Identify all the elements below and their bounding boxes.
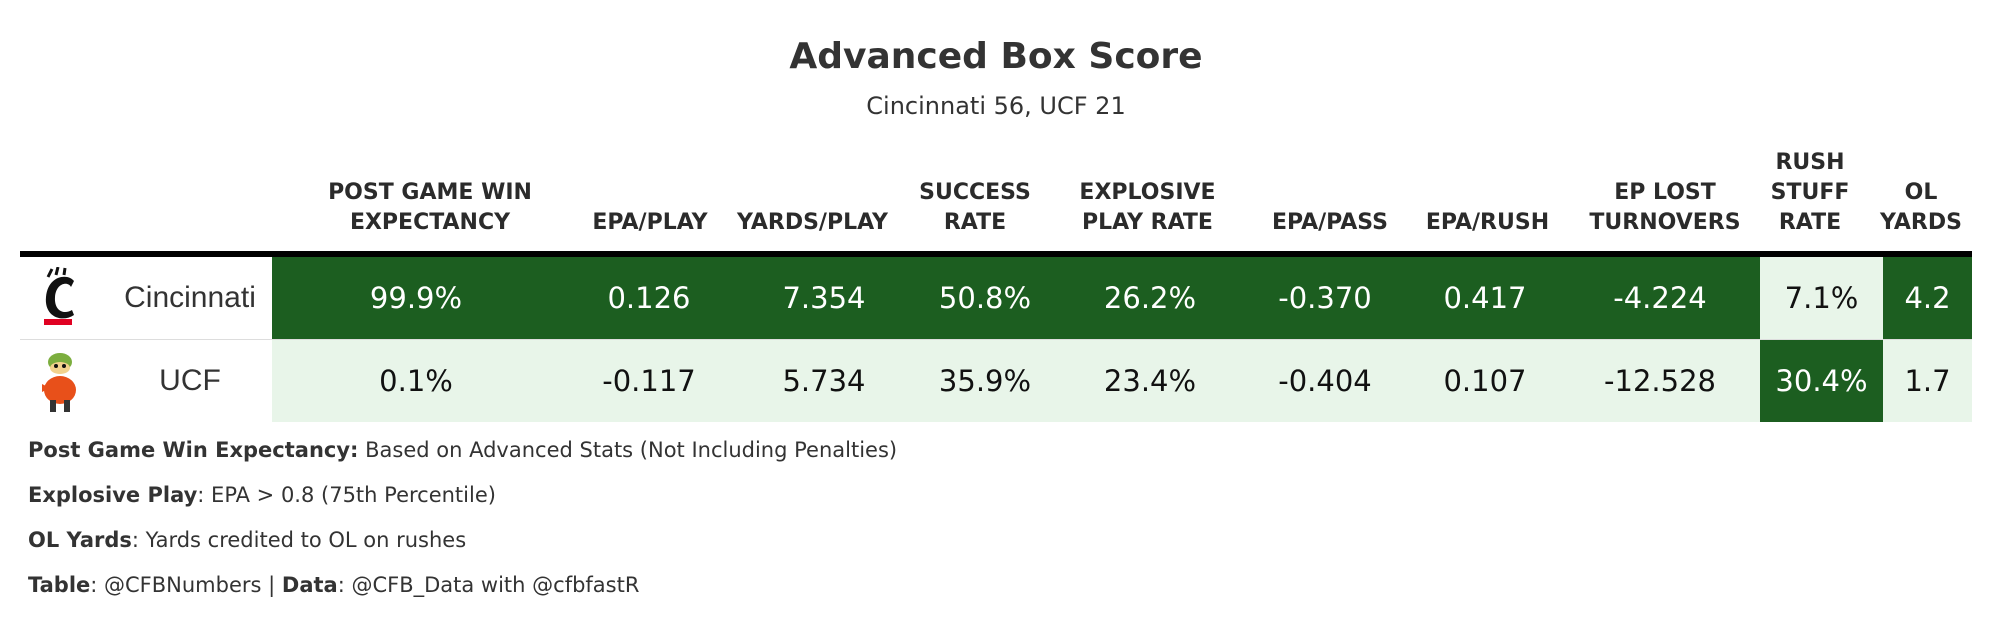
footnote-explosive-play: Explosive Play: EPA > 0.8 (75th Percenti… [28, 483, 496, 507]
col-header-epa-pass: EPA/PASS [1271, 210, 1389, 235]
cell-yards-play: 7.354 [738, 257, 910, 339]
col-header-success-rate: SUCCESS RATE [919, 180, 1031, 235]
footnote-win-expectancy: Post Game Win Expectancy: Based on Advan… [28, 438, 898, 462]
cell-epa-pass: -0.404 [1240, 340, 1410, 422]
cell-epa-rush: 0.107 [1410, 340, 1560, 422]
col-header-explosive-play-rate: EXPLOSIVE PLAY RATE [1079, 180, 1216, 235]
cell-ol-yards: 4.2 [1883, 257, 1972, 339]
col-header-epa-rush: EPA/RUSH [1425, 210, 1550, 235]
table-footnotes: Post Game Win Expectancy: Based on Advan… [28, 428, 897, 608]
cell-ep-lost-turnovers: -12.528 [1560, 340, 1760, 422]
table-row: UCF 0.1% -0.117 5.734 35.9% 23.4% -0.404… [20, 340, 1972, 422]
ucf-knight-icon [20, 340, 100, 422]
cell-ep-lost-turnovers: -4.224 [1560, 257, 1760, 339]
row-divider [20, 339, 1972, 340]
cell-rush-stuff-rate: 30.4% [1760, 340, 1883, 422]
cell-epa-rush: 0.417 [1410, 257, 1560, 339]
cell-explosive-play-rate: 26.2% [1060, 257, 1240, 339]
col-header-ol-yards: OL YARDS [1880, 180, 1962, 235]
page-subtitle: Cincinnati 56, UCF 21 [866, 92, 1126, 120]
col-header-win-expectancy: POST GAME WIN EXPECTANCY [328, 180, 532, 235]
box-score-table: POST GAME WIN EXPECTANCY EPA/PLAY YARDS/P… [20, 140, 1972, 422]
table-header: POST GAME WIN EXPECTANCY EPA/PLAY YARDS/P… [20, 140, 1972, 257]
cell-success-rate: 35.9% [910, 340, 1060, 422]
cell-epa-play: 0.126 [560, 257, 738, 339]
cell-epa-play: -0.117 [560, 340, 738, 422]
table-row: Cincinnati 99.9% 0.126 7.354 50.8% 26.2%… [20, 257, 1972, 339]
col-header-epa-play: EPA/PLAY [592, 210, 708, 235]
cell-ol-yards: 1.7 [1883, 340, 1972, 422]
cincinnati-c-icon [20, 257, 100, 339]
cell-success-rate: 50.8% [910, 257, 1060, 339]
footnote-credits: Table: @CFBNumbers | Data: @CFB_Data wit… [28, 573, 640, 597]
col-header-yards-play: YARDS/PLAY [737, 210, 888, 235]
cell-explosive-play-rate: 23.4% [1060, 340, 1240, 422]
cell-yards-play: 5.734 [738, 340, 910, 422]
cell-rush-stuff-rate: 7.1% [1760, 257, 1883, 339]
cell-epa-pass: -0.370 [1240, 257, 1410, 339]
col-header-rush-stuff-rate: RUSH STUFF RATE [1770, 150, 1850, 235]
cell-win-expectancy: 0.1% [272, 340, 560, 422]
page-title: Advanced Box Score [789, 36, 1203, 77]
col-header-ep-lost-turnovers: EP LOST TURNOVERS [1589, 180, 1741, 235]
cell-win-expectancy: 99.9% [272, 257, 560, 339]
header-rule [20, 251, 1972, 257]
team-name: UCF [159, 364, 221, 397]
team-name: Cincinnati [124, 281, 256, 314]
footnote-ol-yards: OL Yards: Yards credited to OL on rushes [28, 528, 467, 552]
